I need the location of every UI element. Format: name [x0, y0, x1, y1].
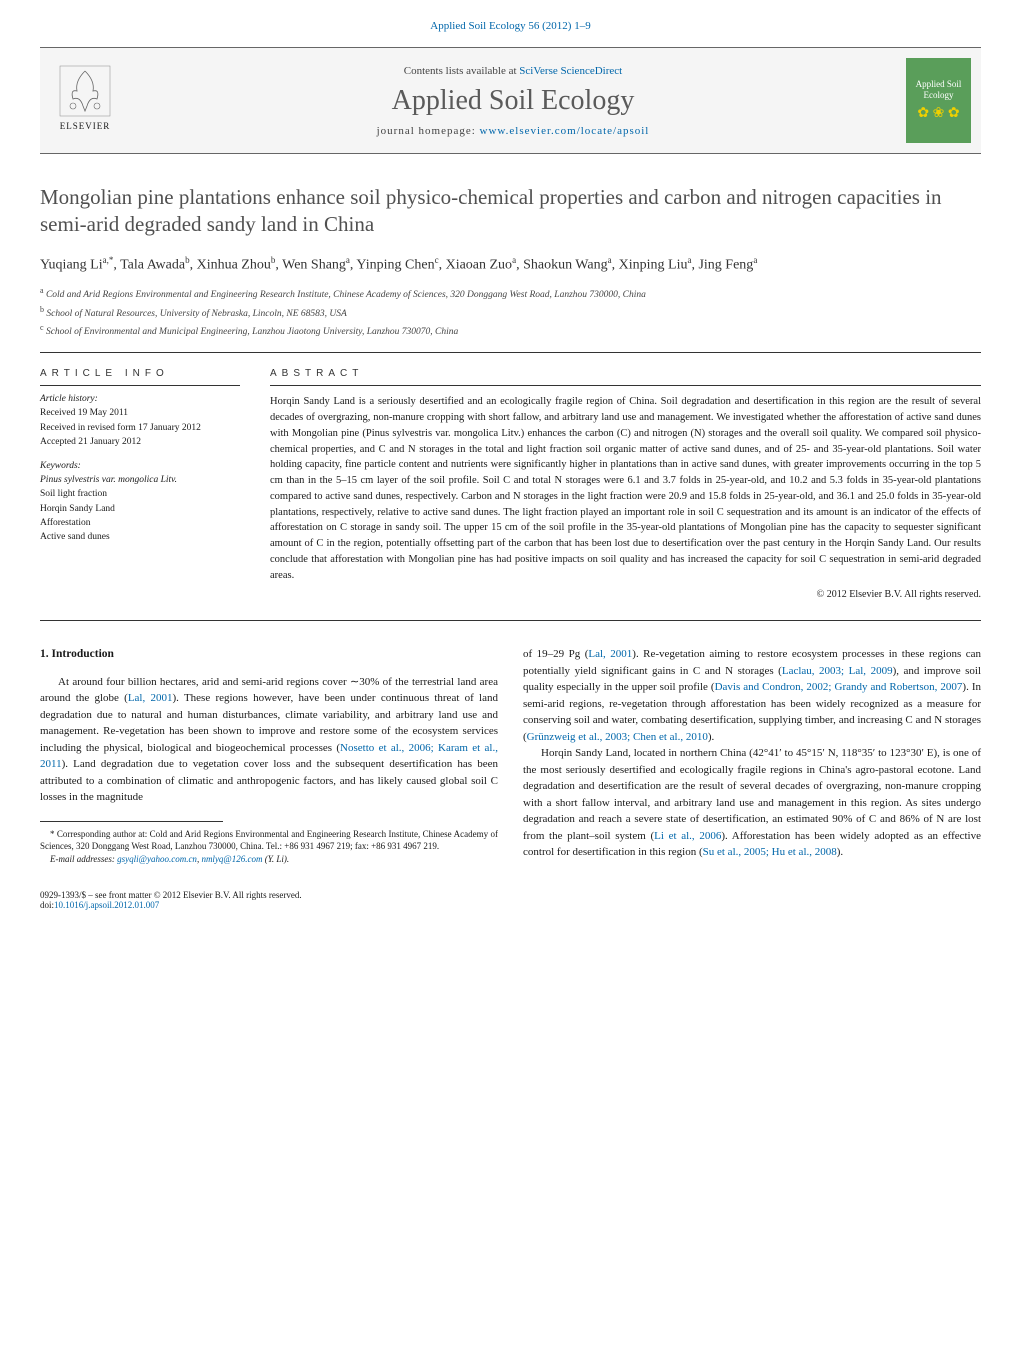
citation-header: Applied Soil Ecology 56 (2012) 1–9	[40, 20, 981, 32]
sciencedirect-link[interactable]: SciVerse ScienceDirect	[519, 65, 622, 77]
ref-link[interactable]: Su et al., 2005; Hu et al., 2008	[703, 846, 837, 858]
keywords-title: Keywords:	[40, 461, 240, 471]
ref-link[interactable]: Davis and Condron, 2002; Grandy and Robe…	[715, 681, 963, 693]
keyword: Active sand dunes	[40, 530, 240, 544]
footnote-corresponding: * Corresponding author at: Cold and Arid…	[40, 828, 498, 853]
contents-available: Contents lists available at SciVerse Sci…	[120, 65, 906, 77]
affiliations: a Cold and Arid Regions Environmental an…	[40, 285, 981, 353]
elsevier-logo: ELSEVIER	[50, 61, 120, 141]
journal-homepage: journal homepage: www.elsevier.com/locat…	[120, 125, 906, 137]
publisher-name: ELSEVIER	[60, 121, 111, 131]
revised-date: Received in revised form 17 January 2012	[40, 421, 240, 435]
contents-center: Contents lists available at SciVerse Sci…	[120, 65, 906, 137]
homepage-link[interactable]: www.elsevier.com/locate/apsoil	[480, 125, 650, 137]
body-paragraph: of 19–29 Pg (Lal, 2001). Re-vegetation a…	[523, 646, 981, 745]
body-paragraph: Horqin Sandy Land, located in northern C…	[523, 745, 981, 861]
doi-link[interactable]: 10.1016/j.apsoil.2012.01.007	[54, 900, 159, 910]
email-link[interactable]: gsyqli@yahoo.com.cn	[117, 854, 197, 864]
keyword: Pinus sylvestris var. mongolica Litv.	[40, 473, 240, 487]
abstract-column: abstract Horqin Sandy Land is a seriousl…	[270, 368, 981, 600]
keyword: Afforestation	[40, 516, 240, 530]
elsevier-tree-icon	[55, 61, 115, 121]
email-link[interactable]: nmlyq@126.com	[201, 854, 262, 864]
abstract-copyright: © 2012 Elsevier B.V. All rights reserved…	[270, 589, 981, 600]
keyword: Horqin Sandy Land	[40, 502, 240, 516]
cover-title: Applied Soil Ecology	[911, 79, 966, 101]
info-header: article info	[40, 368, 240, 386]
received-date: Received 19 May 2011	[40, 406, 240, 420]
footnote-email: E-mail addresses: gsyqli@yahoo.com.cn, n…	[40, 853, 498, 866]
footnote-separator	[40, 821, 223, 822]
ref-link[interactable]: Li et al., 2006	[654, 830, 721, 842]
contents-bar: ELSEVIER Contents lists available at Sci…	[40, 47, 981, 154]
affiliation: b School of Natural Resources, Universit…	[40, 304, 981, 322]
issn-line: 0929-1393/$ – see front matter © 2012 El…	[40, 890, 302, 900]
affiliation: c School of Environmental and Municipal …	[40, 322, 981, 340]
article-title: Mongolian pine plantations enhance soil …	[40, 184, 981, 239]
accepted-date: Accepted 21 January 2012	[40, 435, 240, 449]
section-heading: 1. Introduction	[40, 646, 498, 663]
left-column: 1. Introduction At around four billion h…	[40, 646, 498, 865]
history-title: Article history:	[40, 394, 240, 404]
body-columns: 1. Introduction At around four billion h…	[40, 646, 981, 865]
article-info: article info Article history: Received 1…	[40, 368, 240, 600]
footer: 0929-1393/$ – see front matter © 2012 El…	[40, 890, 981, 910]
cover-icons: ✿ ❀ ✿	[917, 105, 959, 122]
body-paragraph: At around four billion hectares, arid an…	[40, 674, 498, 806]
ref-link[interactable]: Laclau, 2003; Lal, 2009	[782, 665, 893, 677]
doi-line: doi:10.1016/j.apsoil.2012.01.007	[40, 900, 302, 910]
footer-left: 0929-1393/$ – see front matter © 2012 El…	[40, 890, 302, 910]
abstract-text: Horqin Sandy Land is a seriously deserti…	[270, 394, 981, 583]
ref-link[interactable]: Lal, 2001	[588, 648, 632, 660]
journal-cover: Applied Soil Ecology ✿ ❀ ✿	[906, 58, 971, 143]
affiliation: a Cold and Arid Regions Environmental an…	[40, 285, 981, 303]
right-column: of 19–29 Pg (Lal, 2001). Re-vegetation a…	[523, 646, 981, 865]
ref-link[interactable]: Lal, 2001	[128, 692, 173, 704]
authors: Yuqiang Lia,*, Tala Awadab, Xinhua Zhoub…	[40, 254, 981, 276]
journal-name: Applied Soil Ecology	[120, 85, 906, 117]
ref-link[interactable]: Grünzweig et al., 2003; Chen et al., 201…	[527, 731, 708, 743]
info-abstract-row: article info Article history: Received 1…	[40, 368, 981, 621]
keyword: Soil light fraction	[40, 487, 240, 501]
abstract-header: abstract	[270, 368, 981, 386]
